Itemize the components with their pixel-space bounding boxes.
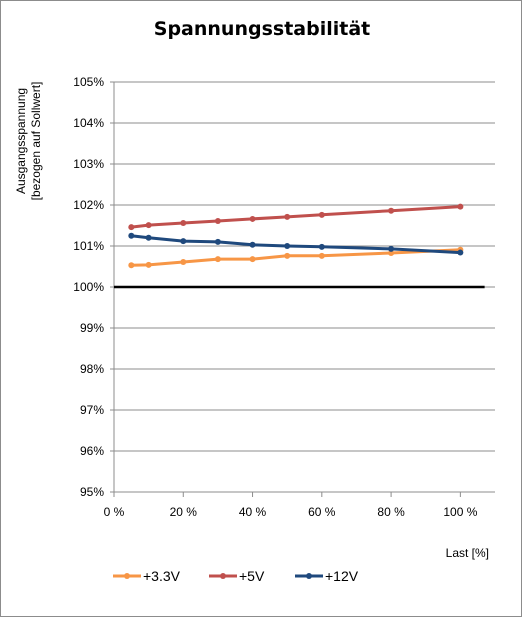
- y-axis-title-line1: Ausgangsspannung: [14, 88, 28, 194]
- data-point-33v: [180, 258, 187, 265]
- data-point-12v: [128, 232, 135, 239]
- data-point-12v: [388, 245, 395, 252]
- data-point-12v: [180, 238, 187, 245]
- data-point-5v: [214, 217, 221, 224]
- series-line-12v: [131, 234, 461, 255]
- y-axis-title: Ausgangsspannung [bezogen auf Sollwert]: [14, 82, 43, 201]
- data-point-12v: [457, 249, 464, 256]
- x-tick-label: 80 %: [377, 505, 405, 519]
- data-point-12v: [214, 238, 221, 245]
- data-point-5v: [284, 213, 291, 220]
- data-point-33v: [145, 261, 152, 268]
- data-point-5v: [318, 211, 325, 218]
- data-point-12v: [284, 243, 291, 249]
- gridlines: [110, 81, 495, 497]
- data-point-33v: [284, 252, 291, 259]
- y-tick-label: 97%: [80, 403, 104, 417]
- y-tick-labels: 95% 96% 97% 98% 99% 100% 101% 102% 103% 104% 105%: [73, 75, 104, 499]
- y-tick-label: 98%: [80, 362, 104, 376]
- y-tick-label: 95%: [80, 485, 104, 499]
- y-tick-label: 104%: [73, 116, 104, 130]
- y-tick-label: 100%: [73, 280, 104, 294]
- data-point-33v: [318, 252, 325, 259]
- data-point-33v: [128, 262, 135, 269]
- x-tick-label: 0 %: [104, 505, 125, 519]
- legend: +3.3V +5V +12V: [113, 568, 359, 584]
- x-tick-label: 40 %: [239, 505, 267, 519]
- data-point-12v: [249, 241, 256, 248]
- y-tick-label: 99%: [80, 321, 104, 335]
- data-point-5v: [388, 207, 395, 214]
- y-axis-title-line2: [bezogen auf Sollwert]: [29, 82, 43, 201]
- data-point-33v: [388, 249, 395, 256]
- y-tick-label: 101%: [73, 239, 104, 253]
- x-tick-labels: 0 % 20 % 40 % 60 % 80 % 100 %: [104, 505, 478, 519]
- data-point-12v: [318, 243, 325, 250]
- legend-marker-12v: [306, 573, 312, 579]
- y-tick-label: 96%: [80, 444, 104, 458]
- legend-label-33v: +3.3V: [143, 568, 181, 584]
- legend-label-12v: +12V: [325, 568, 359, 584]
- y-tick-label: 103%: [73, 157, 104, 171]
- x-tick-label: 60 %: [308, 505, 336, 519]
- data-point-5v: [457, 203, 464, 210]
- x-axis-title: Last [%]: [446, 546, 489, 560]
- legend-label-5v: +5V: [239, 568, 265, 584]
- data-point-5v: [180, 220, 187, 227]
- series-group: [128, 203, 464, 269]
- x-tick-label: 100 %: [443, 505, 477, 519]
- data-point-12v: [145, 234, 152, 241]
- y-tick-label: 105%: [73, 75, 104, 89]
- x-tick-label: 20 %: [170, 505, 198, 519]
- y-tick-label: 102%: [73, 198, 104, 212]
- data-point-5v: [249, 215, 256, 222]
- data-point-5v: [145, 222, 152, 229]
- legend-marker-33v: [124, 573, 130, 579]
- data-point-33v: [249, 256, 256, 263]
- data-point-5v: [128, 224, 135, 231]
- chart-title: Spannungsstabilität: [154, 18, 370, 40]
- legend-marker-5v: [220, 573, 226, 579]
- data-point-33v: [214, 256, 221, 263]
